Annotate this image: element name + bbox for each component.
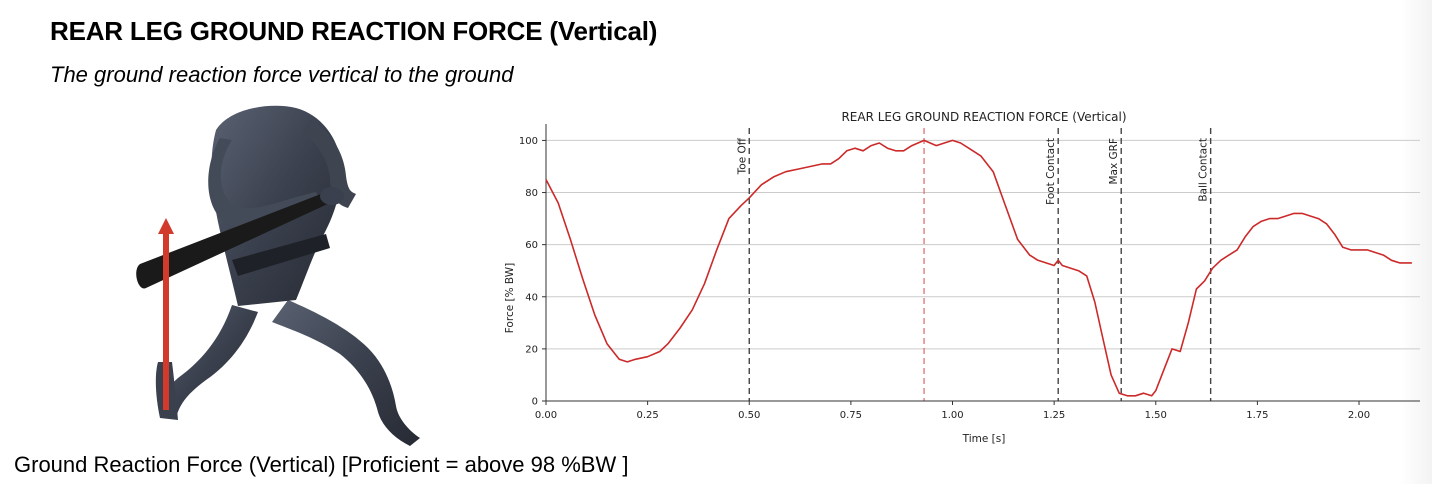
series-layer bbox=[545, 139, 1412, 397]
page-title: REAR LEG GROUND REACTION FORCE (Vertical… bbox=[50, 16, 658, 46]
y-tick-label: 40 bbox=[525, 292, 538, 303]
y-tick-label: 0 bbox=[532, 397, 538, 408]
event-label: Foot Contact bbox=[1045, 138, 1057, 205]
event-label: Max GRF bbox=[1108, 138, 1120, 185]
x-tick-label: 1.00 bbox=[941, 410, 963, 421]
event-label: Toe Off bbox=[736, 137, 748, 175]
grf-chart: Toe Off Foot Contact Max GRF Ball Contact 0… bbox=[490, 100, 1430, 452]
y-tick-label: 20 bbox=[525, 344, 538, 355]
y-tick-label: 60 bbox=[525, 240, 538, 251]
x-tick-label: 0.75 bbox=[840, 410, 862, 421]
x-tick-label: 1.75 bbox=[1246, 410, 1268, 421]
front-arm-shape bbox=[302, 120, 356, 208]
belt-shape bbox=[232, 234, 330, 276]
arrow-head-icon bbox=[158, 218, 174, 234]
x-tick-label: 2.00 bbox=[1348, 410, 1370, 421]
proficiency-note: Ground Reaction Force (Vertical) [Profic… bbox=[14, 452, 629, 477]
right-edge-shade bbox=[1400, 0, 1432, 484]
grf-chart-svg: Toe Off Foot Contact Max GRF Ball Contact 0… bbox=[504, 110, 1420, 445]
y-axis-label: Force [% BW] bbox=[504, 263, 516, 333]
chart-title: REAR LEG GROUND REACTION FORCE (Vertical… bbox=[841, 110, 1126, 124]
x-tick-label: 0.25 bbox=[636, 410, 658, 421]
event-label: Ball Contact bbox=[1198, 138, 1210, 202]
x-tick-label: 1.25 bbox=[1043, 410, 1065, 421]
batter-figure bbox=[120, 100, 450, 450]
x-axis-label: Time [s] bbox=[962, 433, 1006, 445]
x-tick-label: 0.50 bbox=[738, 410, 760, 421]
axis-layer: 0 20 40 60 80 100 0.00 0.25 0.50 0.75 1.00 1.25 1.50… bbox=[519, 124, 1420, 421]
y-tick-label: 80 bbox=[525, 188, 538, 199]
grid-layer bbox=[546, 139, 1420, 402]
hands-shape bbox=[320, 187, 344, 205]
event-layer: Toe Off Foot Contact Max GRF Ball Contact bbox=[736, 128, 1212, 401]
x-tick-label: 0.00 bbox=[535, 410, 557, 421]
x-tick-label: 1.50 bbox=[1145, 410, 1167, 421]
batter-figure-icon bbox=[136, 105, 420, 446]
page-subtitle: The ground reaction force vertical to th… bbox=[50, 62, 514, 87]
rear-leg-shape bbox=[163, 305, 258, 418]
y-tick-label: 100 bbox=[519, 136, 538, 147]
grf-series-line bbox=[545, 139, 1412, 397]
bat-shape bbox=[136, 191, 334, 289]
front-leg-shape bbox=[272, 300, 420, 446]
